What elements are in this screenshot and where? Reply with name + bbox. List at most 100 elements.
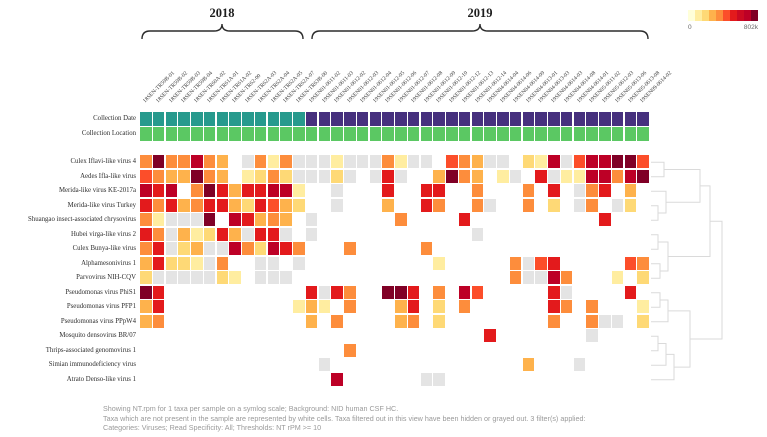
heatmap-cell[interactable]	[331, 213, 343, 227]
heatmap-cell[interactable]	[522, 242, 534, 256]
heatmap-cell[interactable]	[586, 213, 598, 227]
heatmap-cell[interactable]	[191, 300, 203, 314]
row-label[interactable]: Pseudomonas virus PhiS1	[65, 288, 136, 296]
heatmap-cell[interactable]	[140, 329, 152, 343]
heatmap-cell[interactable]	[356, 329, 369, 343]
heatmap-cell[interactable]	[560, 227, 573, 241]
heatmap-cell[interactable]	[484, 169, 496, 183]
heatmap-cell[interactable]	[395, 198, 407, 212]
annotation-cell[interactable]	[344, 112, 356, 126]
annotation-cell[interactable]	[535, 127, 547, 141]
heatmap-cell[interactable]	[484, 184, 496, 198]
row-label[interactable]: Mosquito densovirus BR/07	[59, 332, 136, 340]
heatmap-cell[interactable]	[395, 285, 407, 299]
heatmap-cell[interactable]	[458, 213, 471, 227]
annotation-cell[interactable]	[548, 112, 560, 126]
heatmap-cell[interactable]	[331, 343, 343, 357]
heatmap-cell[interactable]	[331, 198, 343, 212]
annotation-cell[interactable]	[178, 112, 190, 126]
heatmap-cell[interactable]	[305, 242, 318, 256]
heatmap-cell[interactable]	[420, 329, 432, 343]
heatmap-cell[interactable]	[637, 343, 649, 357]
heatmap-cell[interactable]	[242, 169, 254, 183]
heatmap-cell[interactable]	[293, 358, 305, 372]
heatmap-cell[interactable]	[407, 358, 420, 372]
heatmap-cell[interactable]	[216, 198, 228, 212]
heatmap-cell[interactable]	[305, 227, 318, 241]
heatmap-cell[interactable]	[152, 169, 165, 183]
annotation-cell[interactable]	[611, 127, 624, 141]
heatmap-cell[interactable]	[446, 169, 458, 183]
row-label[interactable]: Thrips-associated genomovirus 1	[45, 346, 136, 354]
heatmap-cell[interactable]	[395, 184, 407, 198]
heatmap-cell[interactable]	[458, 300, 471, 314]
heatmap-cell[interactable]	[382, 256, 394, 270]
heatmap-cell[interactable]	[191, 169, 203, 183]
heatmap-cell[interactable]	[165, 329, 177, 343]
heatmap-cell[interactable]	[586, 343, 598, 357]
heatmap-cell[interactable]	[535, 372, 547, 386]
heatmap-cell[interactable]	[624, 169, 636, 183]
heatmap-cell[interactable]	[229, 242, 241, 256]
heatmap-cell[interactable]	[535, 198, 547, 212]
heatmap-cell[interactable]	[293, 184, 305, 198]
heatmap-cell[interactable]	[407, 329, 420, 343]
heatmap-cell[interactable]	[356, 314, 369, 328]
heatmap-cell[interactable]	[293, 271, 305, 285]
heatmap-cell[interactable]	[624, 256, 636, 270]
heatmap-cell[interactable]	[407, 271, 420, 285]
heatmap-cell[interactable]	[229, 184, 241, 198]
row-label[interactable]: Aedes Ifla-like virus	[80, 172, 136, 180]
heatmap-cell[interactable]	[573, 358, 585, 372]
heatmap-cell[interactable]	[573, 198, 585, 212]
heatmap-cell[interactable]	[471, 285, 483, 299]
heatmap-cell[interactable]	[573, 343, 585, 357]
heatmap-cell[interactable]	[484, 155, 496, 169]
heatmap-cell[interactable]	[420, 300, 432, 314]
heatmap-cell[interactable]	[254, 169, 267, 183]
heatmap-cell[interactable]	[140, 271, 152, 285]
heatmap-cell[interactable]	[446, 329, 458, 343]
heatmap-cell[interactable]	[305, 329, 318, 343]
heatmap-cell[interactable]	[407, 155, 420, 169]
heatmap-cell[interactable]	[293, 242, 305, 256]
heatmap-cell[interactable]	[140, 184, 152, 198]
annotation-cell[interactable]	[522, 127, 534, 141]
heatmap-cell[interactable]	[420, 256, 432, 270]
heatmap-cell[interactable]	[165, 169, 177, 183]
heatmap-cell[interactable]	[522, 271, 534, 285]
heatmap-cell[interactable]	[331, 155, 343, 169]
heatmap-cell[interactable]	[242, 227, 254, 241]
heatmap-cell[interactable]	[318, 155, 330, 169]
heatmap-cell[interactable]	[433, 285, 445, 299]
heatmap-cell[interactable]	[356, 256, 369, 270]
heatmap-cell[interactable]	[165, 242, 177, 256]
heatmap-cell[interactable]	[548, 343, 560, 357]
heatmap-cell[interactable]	[471, 227, 483, 241]
annotation-cell[interactable]	[331, 127, 343, 141]
heatmap-cell[interactable]	[471, 300, 483, 314]
heatmap-cell[interactable]	[178, 155, 190, 169]
heatmap-cell[interactable]	[471, 343, 483, 357]
annotation-cell[interactable]	[535, 112, 547, 126]
heatmap-cell[interactable]	[497, 227, 509, 241]
heatmap-cell[interactable]	[433, 256, 445, 270]
heatmap-cell[interactable]	[420, 372, 432, 386]
heatmap-cell[interactable]	[509, 300, 522, 314]
heatmap-cell[interactable]	[573, 285, 585, 299]
annotation-cell[interactable]	[140, 112, 152, 126]
heatmap-cell[interactable]	[369, 169, 381, 183]
heatmap-cell[interactable]	[152, 285, 165, 299]
heatmap-cell[interactable]	[433, 213, 445, 227]
heatmap-cell[interactable]	[216, 213, 228, 227]
heatmap-cell[interactable]	[318, 358, 330, 372]
annotation-cell[interactable]	[458, 112, 471, 126]
heatmap-cell[interactable]	[203, 169, 216, 183]
heatmap-cell[interactable]	[203, 314, 216, 328]
heatmap-cell[interactable]	[178, 372, 190, 386]
heatmap-cell[interactable]	[178, 184, 190, 198]
annotation-cell[interactable]	[165, 127, 177, 141]
heatmap-cell[interactable]	[573, 227, 585, 241]
heatmap-cell[interactable]	[369, 372, 381, 386]
heatmap-cell[interactable]	[331, 300, 343, 314]
